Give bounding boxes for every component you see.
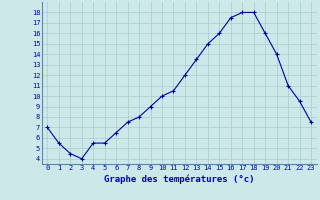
X-axis label: Graphe des températures (°c): Graphe des températures (°c) [104, 174, 254, 184]
